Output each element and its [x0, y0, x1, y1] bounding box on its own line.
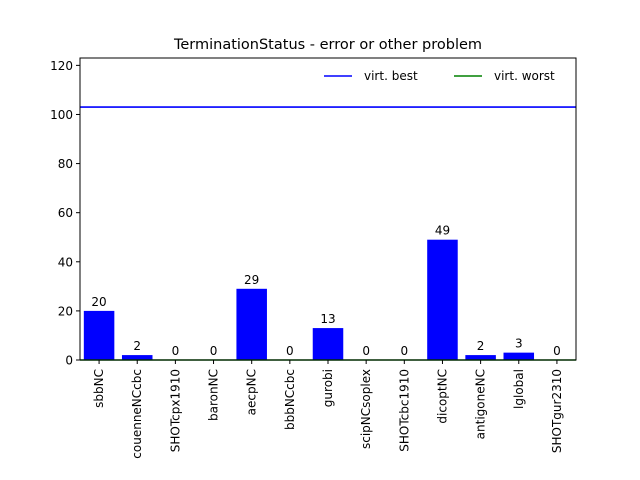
bars-group: [83, 239, 535, 360]
y-axis: 0 20 40 60 80 100 120: [50, 59, 80, 368]
legend-label-virt-best: virt. best: [364, 69, 418, 83]
x-tick-label-dicoptNC: dicoptNC: [435, 369, 449, 424]
bar-couenneNCcbc: [121, 355, 153, 360]
value-label-SHOTcbc1910: 0: [400, 344, 408, 358]
value-label-SHOTgur2310: 0: [553, 344, 561, 358]
y-tick-label-120: 120: [50, 59, 73, 73]
x-tick-label-sbbNC: sbbNC: [92, 369, 106, 408]
x-tick-label-SHOTgur2310: SHOTgur2310: [550, 369, 564, 453]
bar-aecpNC: [236, 288, 267, 360]
bar-antigoneNC: [465, 355, 496, 360]
x-axis: sbbNC couenneNCcbc SHOTcpx1910 baronNC aecpN…: [92, 360, 564, 459]
y-tick-label-100: 100: [50, 108, 73, 122]
x-tick-label-gurobi: gurobi: [321, 369, 335, 407]
legend-label-virt-worst: virt. worst: [494, 69, 555, 83]
x-tick-label-aecpNC: aecpNC: [245, 369, 259, 415]
value-label-baronNC: 0: [210, 344, 218, 358]
value-label-SHOTcpx1910: 0: [172, 344, 180, 358]
x-tick-label-baronNC: baronNC: [207, 369, 221, 421]
y-tick-label-40: 40: [58, 255, 73, 269]
value-label-couenneNCcbc: 2: [133, 339, 141, 353]
y-tick-label-20: 20: [58, 304, 73, 318]
bar-sbbNC: [83, 310, 115, 360]
bar-lglobal: [503, 352, 535, 360]
value-label-lglobal: 3: [515, 337, 523, 351]
y-tick-label-60: 60: [58, 206, 73, 220]
y-tick-label-80: 80: [58, 157, 73, 171]
value-label-bbbNCcbc: 0: [286, 344, 294, 358]
bar-dicoptNC: [427, 239, 458, 360]
x-tick-label-bbbNCcbc: bbbNCcbc: [283, 369, 297, 430]
value-label-sbbNC: 20: [91, 295, 106, 309]
x-tick-label-antigoneNC: antigoneNC: [474, 369, 488, 439]
value-label-dicoptNC: 49: [435, 224, 450, 238]
legend: virt. best virt. worst: [324, 69, 555, 83]
value-label-aecpNC: 29: [244, 273, 259, 287]
value-label-antigoneNC: 2: [477, 339, 485, 353]
value-label-gurobi: 13: [320, 312, 335, 326]
value-label-scipNCsoplex: 0: [362, 344, 370, 358]
x-tick-label-scipNCsoplex: scipNCsoplex: [359, 369, 373, 449]
x-tick-label-SHOTcpx1910: SHOTcpx1910: [168, 369, 182, 452]
chart-title: TerminationStatus - error or other probl…: [173, 37, 482, 53]
x-tick-label-SHOTcbc1910: SHOTcbc1910: [397, 369, 411, 452]
x-tick-label-lglobal: lglobal: [512, 369, 526, 409]
x-tick-label-couenneNCcbc: couenneNCcbc: [130, 369, 144, 459]
y-tick-label-0: 0: [65, 354, 73, 368]
bar-gurobi: [312, 328, 344, 360]
